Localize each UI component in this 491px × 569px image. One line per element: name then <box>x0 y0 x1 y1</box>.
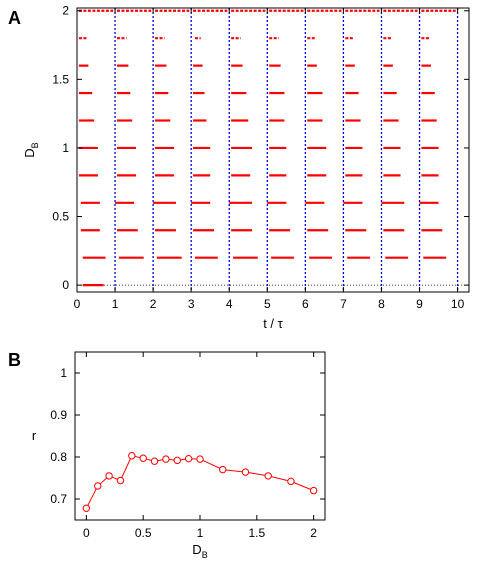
series-line <box>85 455 314 509</box>
data-point <box>150 457 159 465</box>
x-tick-label: 4 <box>226 297 233 311</box>
x-axis-label: DB <box>192 542 207 560</box>
y-tick-label: 0.7 <box>50 492 67 506</box>
x-tick-label: 0.5 <box>135 526 152 540</box>
y-tick-label: 0 <box>62 278 69 292</box>
x-tick-label: 1 <box>197 526 204 540</box>
data-point <box>162 455 170 463</box>
panel-b-label: B <box>8 350 21 370</box>
data-point <box>82 504 91 512</box>
x-tick-label: 5 <box>264 297 271 311</box>
x-tick-label: 1.5 <box>248 526 265 540</box>
data-point <box>219 465 227 474</box>
data-point <box>287 477 295 486</box>
data-point <box>241 468 250 476</box>
x-tick-label: 0 <box>83 526 90 540</box>
data-point <box>116 476 125 485</box>
y-tick-label: 1 <box>60 366 67 380</box>
data-point <box>128 452 136 460</box>
x-tick-label: 10 <box>451 297 465 311</box>
y-axis-label: DB <box>22 142 40 157</box>
x-tick-label: 2 <box>150 297 157 311</box>
x-tick-label: 9 <box>416 297 423 311</box>
y-tick-label: 1 <box>62 141 69 155</box>
x-axis-label: t / τ <box>263 316 283 331</box>
x-tick-label: 1 <box>112 297 119 311</box>
data-point <box>264 472 272 480</box>
y-tick-label: 0.5 <box>52 210 69 224</box>
y-tick-label: 0.8 <box>50 450 67 464</box>
y-axis-label: r <box>32 428 37 443</box>
data-point <box>173 456 181 465</box>
data-point <box>184 454 193 463</box>
x-tick-label: 6 <box>302 297 309 311</box>
data-point <box>105 472 113 480</box>
y-tick-label: 1.5 <box>52 72 69 86</box>
panel-a-chart: 0 1 2 3 4 5 6 7 8 9 10 0 0.5 1 1.5 2 t / τ DB <box>22 4 470 331</box>
x-tick-label: 7 <box>340 297 347 311</box>
x-tick-label: 3 <box>188 297 195 311</box>
plot-frame <box>74 351 326 521</box>
y-tick-label: 2 <box>62 4 69 18</box>
x-tick-label: 0 <box>74 297 81 311</box>
panel-a-label: A <box>8 8 21 28</box>
x-tick-label: 2 <box>310 526 317 540</box>
data-point <box>196 455 204 463</box>
data-point <box>94 482 102 490</box>
panel-b-chart: 0 0.5 1 1.5 2 0.7 0.8 0.9 1 DB r <box>32 351 326 560</box>
y-tick-label: 0.9 <box>50 408 67 422</box>
x-tick-label: 8 <box>378 297 385 311</box>
data-point <box>139 454 147 462</box>
plot-frame <box>76 7 470 293</box>
data-point <box>309 486 318 495</box>
